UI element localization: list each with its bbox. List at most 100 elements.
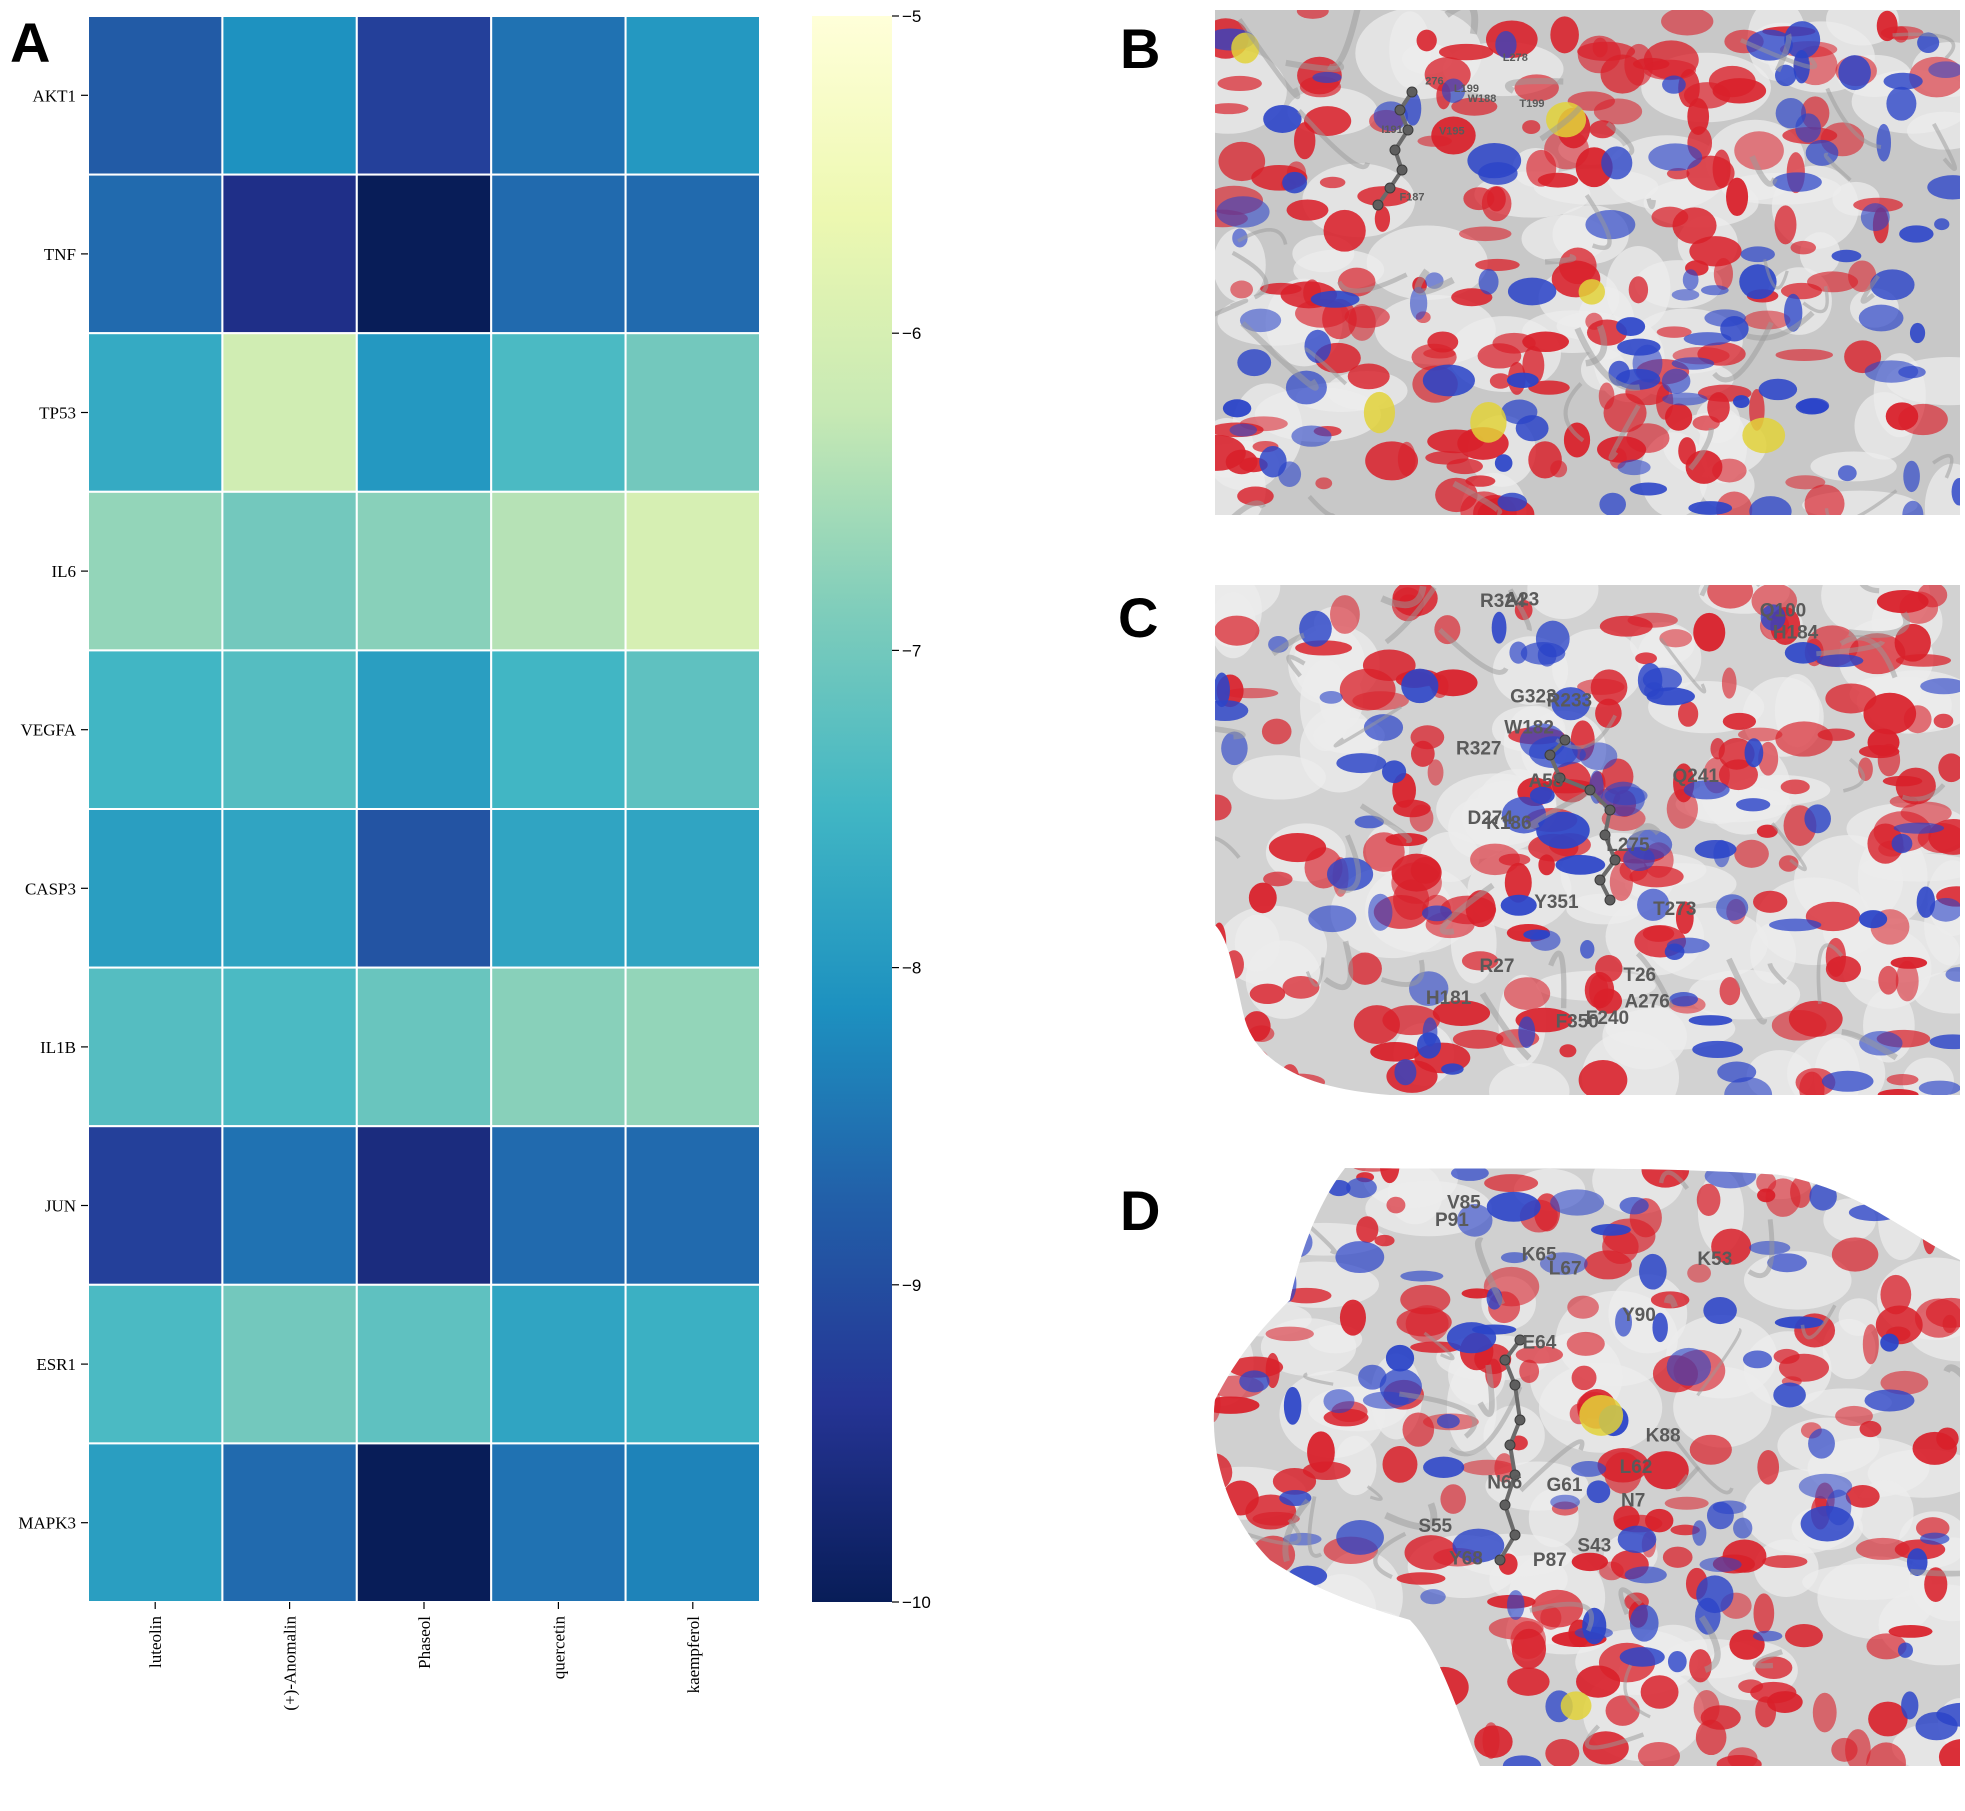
surface-patch-negative <box>1537 172 1579 188</box>
surface-patch-positive <box>1287 1565 1328 1587</box>
surface-ridge <box>1563 382 1585 443</box>
surface-patch-neutral <box>1337 1610 1418 1692</box>
surface-patch-positive <box>1303 1674 1350 1685</box>
surface-patch-positive <box>1920 678 1960 695</box>
surface-patch-negative <box>1504 862 1532 903</box>
surface-patch-negative <box>1435 477 1478 513</box>
surface-patch-negative <box>1241 1666 1297 1703</box>
surface-ridge <box>1333 705 1403 748</box>
surface-patch-neutral <box>1230 1660 1305 1705</box>
residue-label: P91 <box>1435 1210 1469 1231</box>
surface-patch-positive <box>1758 378 1798 401</box>
surface-patch-positive <box>1901 1691 1919 1720</box>
surface-ridge <box>1380 585 1427 609</box>
surface-patch-negative <box>1264 1658 1282 1683</box>
surface-patch-positive <box>1590 1223 1631 1236</box>
surface-patch-positive <box>1773 1382 1806 1408</box>
surface-patch-negative <box>1489 373 1512 389</box>
heatmap-cell-tp53-4 <box>624 332 761 493</box>
surface-patch-positive <box>1671 357 1715 370</box>
surface-patch-neutral <box>1527 585 1599 619</box>
surface-patch-positive <box>1918 1080 1960 1095</box>
column-label: quercetin <box>549 1616 568 1680</box>
surface-patch-positive <box>1831 249 1862 263</box>
surface-patch-negative <box>1242 1011 1271 1042</box>
surface-patch-positive <box>1769 918 1822 932</box>
heatmap-cell-tp53-0 <box>87 332 224 493</box>
row-label: CASP3 <box>25 879 76 898</box>
residue-label: N7 <box>1621 1490 1645 1511</box>
surface-patch-positive <box>1457 1203 1493 1237</box>
residue-label: T273 <box>1653 899 1696 920</box>
residue-label: K186 <box>1486 813 1531 834</box>
surface-patch-negative <box>1539 779 1594 794</box>
surface-patch-positive <box>1601 146 1633 180</box>
residue-label: V85 <box>1447 1192 1481 1213</box>
surface-patch-positive <box>1784 21 1821 59</box>
ligand-atom <box>1559 734 1571 746</box>
heatmap-cell-vegfa-0 <box>87 649 224 811</box>
surface-patch-negative <box>1637 1741 1680 1766</box>
surface-ridge <box>1366 1485 1383 1501</box>
surface-patch-positive <box>1506 372 1539 389</box>
surface-patch-negative <box>1584 1250 1632 1280</box>
surface-ridge <box>1842 757 1865 793</box>
surface-patch-positive <box>1927 175 1960 200</box>
surface-patch-neutral <box>1215 228 1266 302</box>
surface-patch-positive <box>1394 1059 1417 1086</box>
ligand-atom <box>1594 874 1606 886</box>
surface-patch-negative <box>1356 1216 1379 1243</box>
surface-patch-positive <box>1920 1532 1950 1545</box>
surface-patch-negative <box>1719 977 1741 1006</box>
surface-patch-positive <box>1335 1241 1385 1274</box>
surface-patch-positive <box>1423 1456 1465 1478</box>
surface-ridge <box>1824 489 1898 515</box>
residue-label: L199 <box>1454 83 1479 95</box>
surface-patch-positive <box>1883 72 1923 90</box>
surface-patch-negative <box>1410 740 1435 767</box>
surface-patch-positive <box>1682 269 1699 291</box>
surface-patch-positive <box>1858 910 1888 929</box>
heatmap-cell-akt1-3 <box>490 15 627 176</box>
surface-patch-positive <box>1537 643 1557 667</box>
ligand-atom <box>1394 104 1406 116</box>
surface-patch-positive <box>1870 269 1915 301</box>
surface-patch-positive <box>1692 1520 1707 1546</box>
surface-ridge <box>1763 259 1789 290</box>
surface-patch-negative <box>1687 98 1710 135</box>
surface-patch-positive <box>1586 1480 1611 1504</box>
residue-label: 276 <box>1425 76 1443 88</box>
surface-patch-negative <box>1689 236 1742 267</box>
residue-label: Y90 <box>1622 1305 1656 1326</box>
surface-patch-negative <box>1790 240 1817 255</box>
surface-patch-positive <box>1436 1414 1460 1429</box>
surface-patch-positive <box>1491 611 1507 644</box>
surface-patch-negative <box>1737 727 1783 742</box>
surface-patch-positive <box>1858 304 1904 332</box>
surface-ridge <box>1544 253 1577 265</box>
residue-label: S55 <box>1418 1516 1452 1537</box>
heatmap-cell-vegfa-3 <box>490 649 627 811</box>
surface-patch-positive <box>1928 61 1960 79</box>
surface-patch-negative <box>1515 1345 1564 1364</box>
surface-patch-positive <box>1917 32 1940 54</box>
surface-patch-sulfur <box>1742 417 1786 454</box>
row-label: IL1B <box>40 1038 76 1057</box>
surface-patch-positive <box>1637 888 1670 921</box>
surface-patch-positive <box>1282 171 1307 194</box>
surface-ridge <box>1746 310 1815 341</box>
surface-ridge <box>1802 285 1829 314</box>
surface-patch-positive <box>1239 1370 1270 1393</box>
surface-ridge <box>1740 38 1818 70</box>
surface-patch-positive <box>1804 804 1831 834</box>
surface-patch-negative <box>1326 1736 1356 1766</box>
heatmap-cell-il6-1 <box>221 490 358 652</box>
surface-ridge <box>1774 33 1792 73</box>
surface-patch-positive <box>1216 196 1270 228</box>
residue-label: S43 <box>1577 1535 1611 1556</box>
heatmap-cell-casp3-0 <box>87 808 224 969</box>
surface-patch-positive <box>1775 98 1807 129</box>
surface-patch-positive <box>1416 1032 1441 1059</box>
surface-patch-positive <box>1746 29 1793 61</box>
surface-patch-negative <box>1727 1747 1758 1766</box>
